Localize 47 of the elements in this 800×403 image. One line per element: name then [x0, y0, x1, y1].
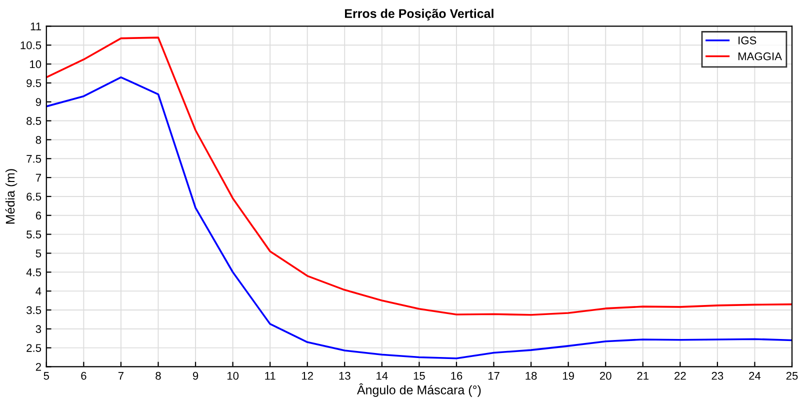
- y-tick-label: 8.5: [26, 117, 42, 125]
- y-tick-label: 4.5: [26, 268, 42, 276]
- x-tick-label: 21: [637, 372, 649, 380]
- chart-title: Erros de Posição Vertical: [345, 8, 494, 20]
- y-tick-label: 10.5: [20, 41, 42, 50]
- x-tick-label: 24: [749, 372, 761, 380]
- y-tick-label: 10: [30, 60, 42, 68]
- x-tick-label: 6: [81, 372, 86, 380]
- legend-label: MAGGIA: [738, 52, 782, 60]
- x-tick-label: 16: [451, 372, 462, 380]
- y-tick-label: 5: [36, 250, 42, 258]
- legend-label: IGS: [738, 36, 756, 44]
- x-tick-label: 7: [118, 372, 124, 380]
- x-tick-label: 10: [227, 372, 239, 380]
- x-tick-label: 8: [156, 372, 161, 380]
- y-tick-label: 3: [36, 325, 42, 334]
- y-tick-label: 11: [30, 22, 41, 30]
- x-tick-label: 15: [414, 372, 425, 380]
- x-tick-label: 25: [786, 372, 798, 380]
- y-tick-label: 7: [36, 174, 41, 182]
- x-tick-label: 5: [44, 372, 50, 380]
- x-tick-label: 14: [376, 372, 388, 380]
- line-series: [46, 76, 792, 360]
- x-tick-label: 19: [562, 372, 574, 380]
- x-tick-label: 23: [712, 372, 724, 380]
- x-tick-label: 20: [600, 372, 612, 380]
- y-tick-label: 5.5: [26, 230, 42, 238]
- y-tick-label: 6.5: [26, 192, 42, 201]
- y-tick-label: 2.5: [26, 344, 42, 352]
- x-tick-label: 17: [488, 372, 500, 380]
- y-tick-label: 8: [36, 136, 42, 144]
- y-tick-label: 4: [36, 287, 42, 296]
- y-tick-label: 9: [36, 98, 42, 106]
- line-series: [46, 36, 792, 316]
- y-tick-label: 9.5: [26, 79, 42, 88]
- x-axis-title: Ângulo de Máscara (°): [356, 383, 481, 397]
- x-tick-label: 22: [674, 372, 686, 380]
- y-tick-label: 3.5: [26, 306, 42, 314]
- x-tick-label: 12: [302, 372, 313, 380]
- y-tick-label: 6: [36, 212, 42, 220]
- x-tick-label: 11: [265, 372, 276, 380]
- x-tick-label: 9: [192, 372, 198, 380]
- y-tick-label: 7.5: [26, 155, 42, 163]
- y-axis-title: Média (m): [5, 169, 18, 224]
- x-tick-label: 13: [339, 372, 350, 380]
- x-tick-label: 18: [526, 372, 537, 380]
- y-tick-label: 2: [36, 362, 41, 371]
